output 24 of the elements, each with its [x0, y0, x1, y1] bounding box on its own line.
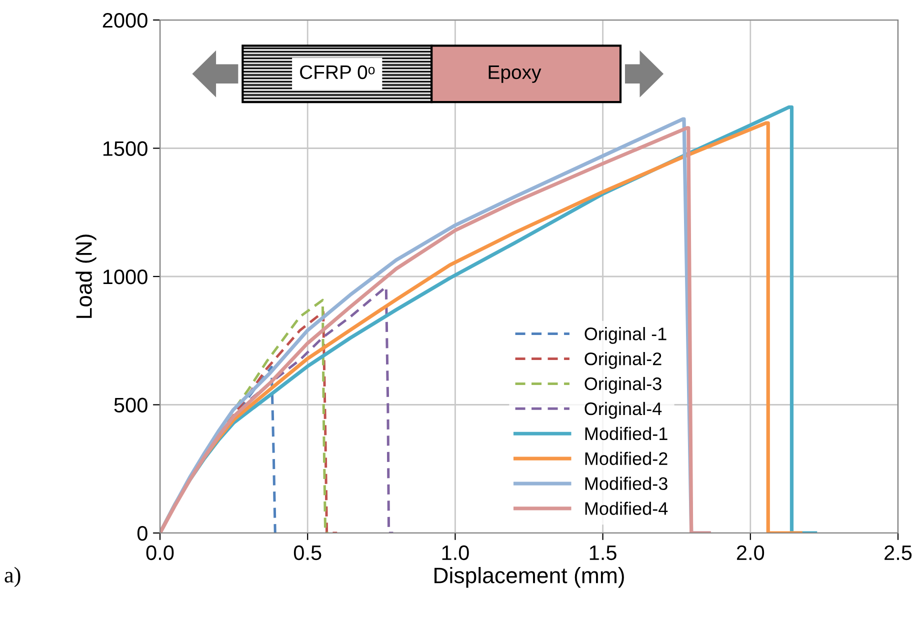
y-tick-label: 1000 [103, 270, 148, 284]
x-tick-label: 0.5 [294, 545, 322, 560]
annotation: Epoxy [488, 66, 542, 83]
y-tick-label: 2000 [102, 13, 148, 28]
x-axis-title: Displacement (mm) [434, 567, 624, 588]
y-tick-label: 0 [137, 526, 148, 541]
x-tick-label: 2.5 [884, 545, 912, 560]
legend-label: Modified-1 [585, 426, 668, 440]
x-tick-label: 0.0 [146, 545, 174, 560]
legend-label: Original-3 [584, 376, 662, 394]
text: a) [4, 566, 20, 588]
y-axis-title: Load (N) [76, 234, 96, 318]
legend-label: Original-4 [584, 402, 662, 419]
x-tick-label: 2.0 [736, 545, 764, 560]
x-tick-label: 1.5 [590, 546, 616, 560]
legend-label: Modified-2 [585, 452, 668, 466]
y-tick-label: 500 [114, 398, 148, 413]
annotation: CFRP 0ᵒ [300, 65, 375, 80]
legend-label: Modified-4 [585, 502, 668, 515]
legend-label: Modified-3 [585, 476, 668, 490]
legend-label: Original -1 [584, 327, 666, 344]
x-tick-label: 1.0 [442, 545, 469, 560]
legend-label: Original-2 [584, 352, 662, 369]
y-tick-label: 1500 [103, 141, 148, 156]
